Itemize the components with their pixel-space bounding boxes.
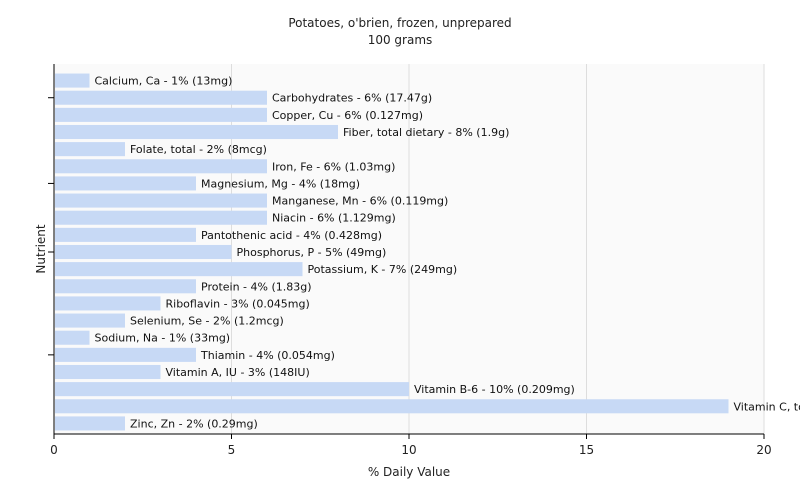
x-axis-label: % Daily Value (368, 465, 450, 479)
bar-label: Protein - 4% (1.83g) (201, 280, 312, 293)
bar-label: Sodium, Na - 1% (33mg) (95, 332, 231, 345)
y-ticks (48, 97, 54, 356)
bar (55, 313, 125, 328)
bar (55, 347, 196, 362)
x-ticks: 0 5 10 15 20 (50, 434, 772, 457)
chart-subtitle: 100 grams (368, 33, 433, 47)
bar-label: Copper, Cu - 6% (0.127mg) (272, 109, 423, 122)
bar-label: Zinc, Zn - 2% (0.29mg) (130, 417, 258, 430)
bar (55, 90, 267, 105)
bars: Calcium, Ca - 1% (13mg) Carbohydrates - 6… (55, 73, 800, 431)
bar-label: Calcium, Ca - 1% (13mg) (95, 75, 233, 88)
bar-label: Iron, Fe - 6% (1.03mg) (272, 160, 395, 173)
bar-label: Thiamin - 4% (0.054mg) (200, 349, 335, 362)
bar-label: Phosphorus, P - 5% (49mg) (237, 246, 387, 259)
bar-label: Carbohydrates - 6% (17.47g) (272, 92, 432, 105)
y-axis-label: Nutrient (34, 224, 48, 274)
bar-label: Folate, total - 2% (8mcg) (130, 143, 267, 156)
bar (55, 296, 161, 311)
bar-label: Magnesium, Mg - 4% (18mg) (201, 177, 360, 190)
bar (55, 107, 267, 122)
bar-label: Riboflavin - 3% (0.045mg) (166, 297, 310, 310)
bar (55, 399, 729, 414)
x-tick-label: 5 (228, 443, 236, 457)
bar-label: Vitamin A, IU - 3% (148IU) (166, 366, 310, 379)
bar (55, 227, 196, 242)
chart-title: Potatoes, o'brien, frozen, unprepared (288, 16, 511, 30)
x-tick-label: 15 (579, 443, 594, 457)
bar-label: Vitamin C, total ascorbic acid - 19% (11… (734, 400, 800, 413)
bar (55, 262, 303, 277)
bar (55, 159, 267, 174)
bar (55, 73, 90, 88)
x-tick-label: 0 (50, 443, 58, 457)
bar-label: Niacin - 6% (1.129mg) (272, 212, 396, 225)
bar (55, 382, 409, 397)
bar (55, 330, 90, 345)
bar-label: Selenium, Se - 2% (1.2mcg) (130, 315, 284, 328)
bar (55, 210, 267, 225)
bar (55, 244, 232, 260)
bar-label: Vitamin B-6 - 10% (0.209mg) (414, 383, 575, 396)
x-tick-label: 10 (401, 443, 416, 457)
bar (55, 279, 196, 294)
bar-label: Pantothenic acid - 4% (0.428mg) (201, 229, 382, 242)
x-tick-label: 20 (756, 443, 771, 457)
bar (55, 193, 267, 208)
bar-label: Potassium, K - 7% (249mg) (308, 263, 458, 276)
bar (55, 364, 161, 380)
bar (55, 142, 125, 157)
bar-label: Fiber, total dietary - 8% (1.9g) (343, 126, 509, 139)
bar (55, 124, 338, 140)
bar (55, 416, 125, 431)
bar (55, 176, 196, 191)
bar-label: Manganese, Mn - 6% (0.119mg) (272, 195, 448, 208)
